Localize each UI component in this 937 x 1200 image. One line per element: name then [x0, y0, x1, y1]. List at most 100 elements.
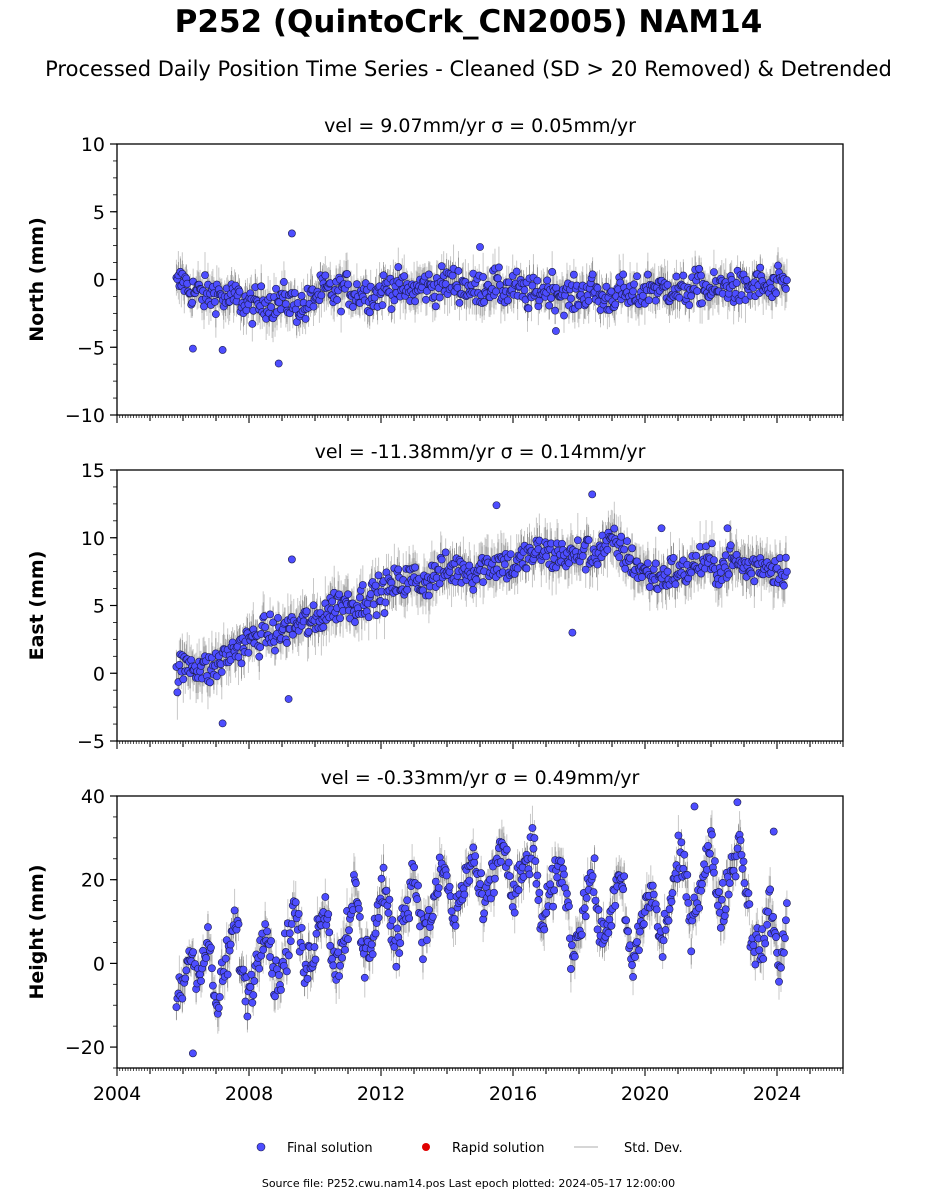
data-point	[780, 581, 788, 590]
outlier-point	[188, 344, 197, 353]
final-solution-points	[172, 798, 791, 1058]
outlier-point	[568, 628, 577, 637]
data-point	[512, 267, 521, 276]
outlier-point	[284, 695, 293, 703]
data-point	[237, 659, 246, 668]
data-point	[207, 943, 215, 952]
data-point	[513, 564, 522, 573]
data-point	[352, 280, 361, 289]
data-point	[197, 977, 205, 985]
data-point	[179, 675, 188, 684]
data-point	[358, 581, 367, 589]
data-point	[465, 876, 474, 885]
data-point	[344, 935, 352, 944]
final-solution-points	[172, 229, 791, 368]
data-point	[697, 271, 705, 280]
data-point	[282, 967, 291, 976]
data-point	[671, 580, 680, 589]
data-point	[303, 974, 312, 983]
y-tick-label: 5	[93, 202, 105, 224]
data-point	[414, 881, 422, 890]
data-point	[211, 310, 220, 319]
data-point	[628, 544, 636, 553]
data-point	[321, 271, 330, 280]
outlier-point	[476, 243, 484, 251]
data-point	[578, 552, 587, 560]
data-point	[329, 961, 338, 970]
data-point	[344, 280, 352, 289]
data-point	[395, 949, 404, 958]
data-point	[333, 296, 342, 304]
data-point	[394, 565, 403, 574]
data-point	[390, 296, 399, 305]
data-point	[202, 954, 210, 962]
data-point	[266, 610, 274, 619]
data-point	[387, 305, 396, 314]
data-point	[355, 593, 364, 602]
data-point	[297, 923, 306, 932]
data-point	[651, 296, 660, 305]
data-point	[643, 270, 652, 279]
panel-east: vel = -11.38mm/yr σ = 0.14mm/yr East (mm)…	[26, 441, 844, 753]
data-point	[573, 536, 582, 545]
data-point	[309, 302, 318, 311]
data-point	[368, 950, 377, 959]
y-axis-label: North (mm)	[26, 217, 48, 342]
data-point	[506, 550, 515, 559]
outlier-point	[218, 346, 227, 354]
data-point	[259, 945, 268, 954]
data-point	[551, 306, 560, 315]
data-point	[234, 920, 243, 928]
plot-area-east	[172, 490, 791, 728]
data-point	[569, 270, 578, 279]
data-point	[581, 565, 590, 574]
data-point	[548, 268, 557, 276]
data-point	[374, 571, 383, 580]
data-point	[663, 280, 672, 289]
data-point	[435, 293, 444, 302]
data-point	[651, 559, 660, 568]
data-point	[480, 298, 489, 306]
data-point	[495, 281, 504, 289]
data-point	[172, 1003, 181, 1012]
outlier-point	[218, 719, 227, 728]
data-point	[344, 590, 352, 599]
data-point	[424, 591, 433, 600]
data-point	[419, 955, 427, 964]
data-point	[490, 888, 498, 897]
data-point	[286, 937, 295, 946]
data-point	[319, 623, 328, 632]
data-point	[510, 908, 519, 917]
data-point	[367, 940, 376, 949]
data-point	[274, 613, 282, 622]
data-point	[437, 555, 446, 564]
data-point	[334, 948, 343, 957]
data-point	[450, 914, 459, 923]
data-point	[249, 991, 258, 999]
data-point	[496, 857, 505, 866]
panel-north: vel = 9.07mm/yr σ = 0.05mm/yr North (mm) −…	[26, 115, 844, 427]
data-point	[445, 882, 454, 891]
y-axis-label: East (mm)	[26, 551, 48, 661]
data-point	[246, 983, 255, 991]
data-point	[692, 551, 701, 560]
data-point	[335, 590, 344, 599]
data-point	[235, 287, 244, 296]
data-point	[266, 953, 274, 961]
data-point	[615, 553, 624, 562]
data-point	[695, 264, 704, 273]
outlier-point	[588, 490, 597, 499]
data-point	[772, 289, 780, 298]
data-point	[372, 611, 381, 620]
y-tick-label: −5	[77, 337, 105, 359]
data-point	[341, 945, 349, 954]
data-point	[611, 300, 620, 309]
data-point	[239, 965, 248, 974]
data-point	[547, 294, 556, 302]
data-point	[708, 539, 716, 548]
data-point	[451, 921, 460, 930]
data-point	[400, 272, 409, 281]
data-point	[282, 639, 291, 647]
data-point	[214, 1003, 223, 1012]
y-tick-label: 10	[81, 134, 105, 156]
